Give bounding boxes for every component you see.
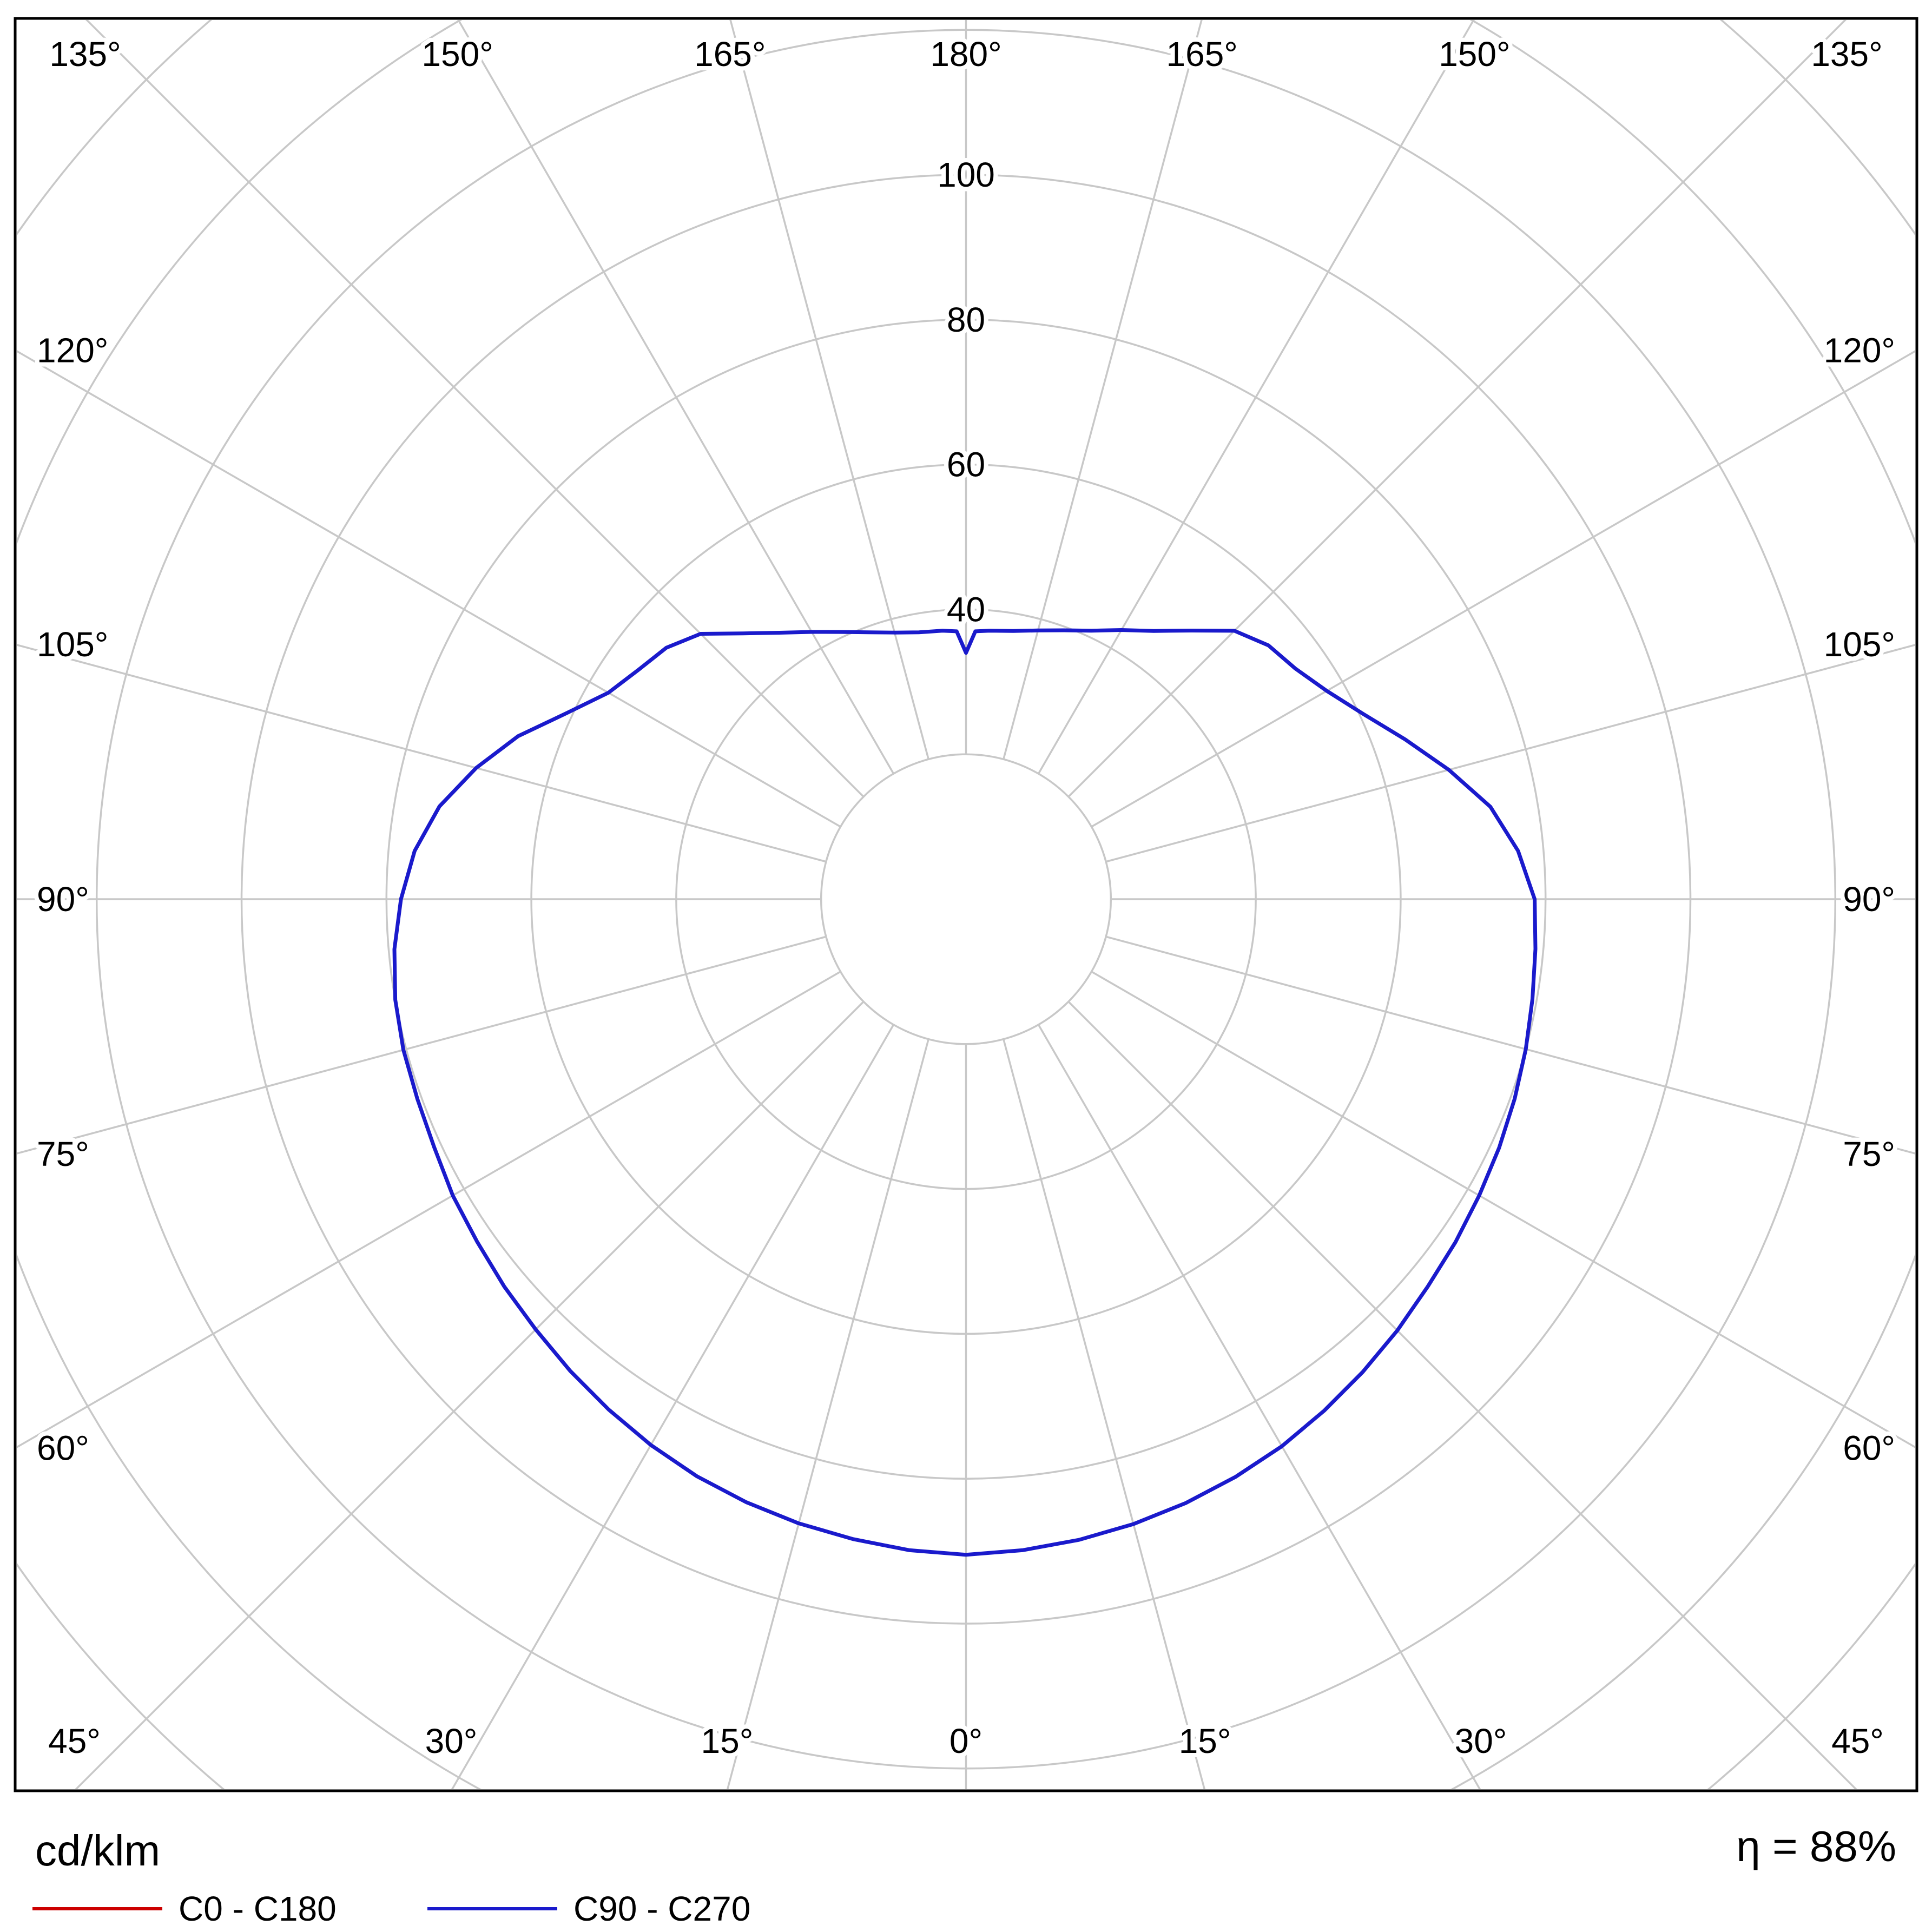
- grid-spoke: [17, 350, 841, 828]
- grid-spoke: [457, 20, 895, 774]
- radial-tick-label: 60: [947, 445, 985, 484]
- plot-border: [14, 17, 1918, 1792]
- angle-tick-label: 105°: [37, 625, 108, 664]
- legend-label-c90-c270: C90 - C270: [573, 1889, 750, 1928]
- angle-tick-label: 150°: [421, 35, 493, 74]
- angle-tick-label: 15°: [1179, 1722, 1231, 1760]
- intensity-curve-layer: [392, 628, 1538, 1557]
- angle-tick-label: 135°: [49, 35, 121, 74]
- grid-spoke: [17, 935, 827, 1155]
- grid-spoke: [75, 1001, 865, 1789]
- radial-tick-label: 40: [947, 590, 985, 629]
- grid-ring: [820, 753, 1112, 1045]
- angle-tick-label: 120°: [1824, 331, 1895, 370]
- grid-spoke: [1105, 935, 1915, 1155]
- efficiency-label: η = 88%: [1736, 1822, 1896, 1870]
- angle-tick-label: 165°: [1166, 35, 1238, 74]
- grid-spoke: [1003, 1039, 1206, 1789]
- angle-tick-label: 120°: [37, 331, 108, 370]
- axis-label-layer: 40 60 80 100 0° 15° 15° 30° 30° 45° 45° 60° 60° 75° 75…: [32, 30, 1900, 1765]
- intensity-curve: [392, 628, 1538, 1557]
- radial-tick-label: 100: [937, 155, 995, 194]
- angle-tick-label: 105°: [1824, 625, 1895, 664]
- grid-spoke: [729, 20, 929, 760]
- angle-tick-label: 90°: [37, 880, 89, 919]
- grid-spoke: [1067, 20, 1847, 797]
- legend: C0 - C180 C90 - C270: [32, 1889, 750, 1928]
- angle-tick-label: 180°: [930, 35, 1001, 74]
- grid-spoke: [85, 20, 865, 797]
- grid-spoke: [451, 1024, 895, 1789]
- angle-tick-label: 15°: [701, 1722, 754, 1760]
- angle-tick-label: 75°: [37, 1135, 89, 1173]
- grid-spoke: [1091, 350, 1915, 828]
- radial-tick-label: 80: [947, 300, 985, 339]
- angle-tick-label: 135°: [1811, 35, 1882, 74]
- grid-spoke: [1037, 1024, 1481, 1789]
- grid-spoke: [1037, 20, 1475, 774]
- angle-tick-label: 45°: [1831, 1722, 1884, 1760]
- angle-tick-label: 60°: [37, 1429, 89, 1468]
- legend-label-c0-c180: C0 - C180: [179, 1889, 337, 1928]
- grid-spoke: [1105, 644, 1915, 863]
- units-label: cd/klm: [35, 1827, 160, 1875]
- grid-spoke: [1003, 20, 1203, 760]
- grid-spoke: [17, 644, 827, 863]
- angle-tick-label: 0°: [949, 1722, 983, 1760]
- angle-tick-label: 150°: [1439, 35, 1510, 74]
- grid-spoke: [1067, 1001, 1857, 1789]
- angle-tick-label: 30°: [425, 1722, 478, 1760]
- angle-tick-label: 75°: [1843, 1135, 1895, 1173]
- grid-spoke: [726, 1039, 929, 1789]
- angle-tick-label: 90°: [1843, 880, 1895, 919]
- angle-tick-label: 60°: [1843, 1429, 1895, 1468]
- angle-tick-label: 30°: [1455, 1722, 1507, 1760]
- grid-spoke: [17, 971, 841, 1448]
- angle-tick-label: 165°: [694, 35, 766, 74]
- grid-spoke: [1091, 971, 1915, 1448]
- angle-tick-label: 45°: [48, 1722, 101, 1760]
